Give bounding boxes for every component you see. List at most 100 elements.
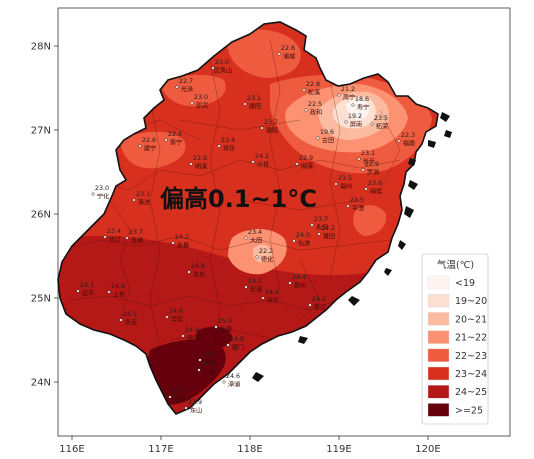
station-value: 22.6: [142, 136, 156, 144]
station: 22.2德化: [255, 247, 273, 264]
legend-swatch: [427, 348, 450, 362]
station-city: 明溪: [195, 163, 207, 171]
station-value: 23.6: [368, 179, 382, 187]
station-city: 泰宁: [170, 139, 182, 147]
station-value: 23.0: [215, 58, 229, 66]
station-city: 柘荣: [376, 123, 388, 131]
legend-label: 21~22: [455, 333, 487, 344]
legend-swatch: [427, 312, 450, 326]
station-value: 23.7: [264, 118, 278, 126]
station-value: 22.8: [306, 80, 320, 88]
station-value: 23.4: [248, 228, 262, 236]
legend-label: 19~20: [455, 296, 487, 307]
station: 22.6建宁: [138, 136, 156, 153]
island-fuding: [440, 112, 450, 122]
station: 23.5柘荣: [370, 114, 388, 131]
station: 24.8上杭: [107, 282, 125, 299]
station-city: 闽清: [301, 163, 313, 171]
legend-swatch: [427, 330, 450, 344]
station-city: 武夷山: [214, 67, 233, 75]
legend-title: 气温(℃): [437, 259, 474, 271]
station-marker: [91, 192, 95, 196]
station-value: 24.6: [169, 307, 183, 315]
station-city: 东山: [190, 407, 202, 415]
station-city: 厦门: [232, 344, 244, 352]
field-22-23-coast: [353, 205, 387, 236]
station: 24.6华安: [165, 307, 183, 324]
station-city: 浦城: [283, 53, 295, 61]
field-ge25-mid: [196, 326, 232, 349]
station-marker: [165, 315, 169, 319]
station-marker: [260, 126, 264, 130]
island-dongshan: [252, 372, 264, 382]
station-value: 24.9: [202, 350, 216, 358]
station-marker: [304, 108, 308, 112]
field-22-23-northwest: [160, 74, 226, 107]
station-marker: [243, 102, 247, 106]
station-value: 23.1: [361, 149, 375, 157]
station-city: 武平: [82, 290, 94, 298]
station: 23.7永安: [310, 215, 328, 232]
station-value: 21.2: [341, 85, 355, 93]
station-city: 永春: [177, 242, 189, 250]
station-value: 22.9: [299, 154, 313, 162]
station: 22.4泰宁: [164, 130, 182, 147]
station-value: 19.6: [320, 128, 334, 136]
station: 24.5永定: [119, 310, 137, 327]
x-tick-label: 120E: [415, 444, 440, 455]
legend-label: 22~23: [455, 351, 487, 362]
county-borders: [59, 39, 401, 371]
station-value: 22.9: [193, 154, 207, 162]
station-city: 安溪: [250, 286, 262, 294]
station-value: 25.0: [218, 317, 232, 325]
station: 24.1武平: [76, 281, 94, 298]
station: 19.6古田: [316, 128, 334, 145]
station-city: 建阳: [249, 103, 261, 111]
station: 23.1长乐: [357, 149, 375, 166]
station-marker: [302, 88, 306, 92]
station-value: 23.1: [136, 190, 150, 198]
station-marker: [132, 198, 136, 202]
y-tick-label: 24N: [31, 378, 51, 389]
station-marker: [222, 380, 226, 384]
station: 24.6漳浦: [222, 372, 240, 389]
station-marker: [397, 139, 401, 143]
station-marker: [316, 136, 320, 140]
station: 24.5平和: [197, 360, 215, 377]
island-east: [444, 130, 452, 138]
station-city: 诏安: [174, 396, 186, 404]
station-marker: [226, 343, 230, 347]
station-marker: [370, 122, 374, 126]
station-marker: [310, 223, 314, 227]
station-value: 22.6: [281, 44, 295, 52]
station: 25.7诏安: [168, 387, 186, 404]
station: 23.5福州: [334, 174, 352, 191]
station: 22.9明溪: [189, 154, 207, 171]
station-marker: [244, 236, 248, 240]
station-value: 22.3: [401, 131, 415, 139]
station-layer: 22.6浦城23.0武夷山22.7光泽23.0邵武23.1建阳22.8松溪22.…: [76, 44, 415, 415]
axes: 116E 117E 118E 119E 120E 28N 27N 26N 25N 24N: [31, 42, 441, 456]
station-value: 24.2: [312, 295, 326, 303]
station: 23.7连城: [125, 228, 143, 245]
station-marker: [168, 395, 172, 399]
station-city: 平和: [203, 369, 215, 377]
station: 24.0仙游: [292, 231, 310, 248]
legend-label: <19: [455, 278, 475, 289]
station-marker: [197, 368, 201, 372]
station-value: 24.2: [255, 152, 269, 160]
station: 23.4长汀: [103, 227, 121, 244]
station-value: 23.0: [194, 93, 208, 101]
station-marker: [171, 241, 175, 245]
station-marker: [337, 93, 341, 97]
station-value: 24.8: [111, 282, 125, 290]
station-marker: [277, 52, 281, 56]
station-value: 24.2: [321, 224, 335, 232]
station-city: 莆田: [323, 233, 335, 241]
legend-label: 24~25: [455, 387, 487, 398]
station: 22.3福鼎: [397, 131, 415, 148]
station-city: 平潭: [352, 205, 364, 213]
station-city: 漳州: [204, 359, 216, 367]
station: 22.9闽清: [295, 154, 313, 171]
